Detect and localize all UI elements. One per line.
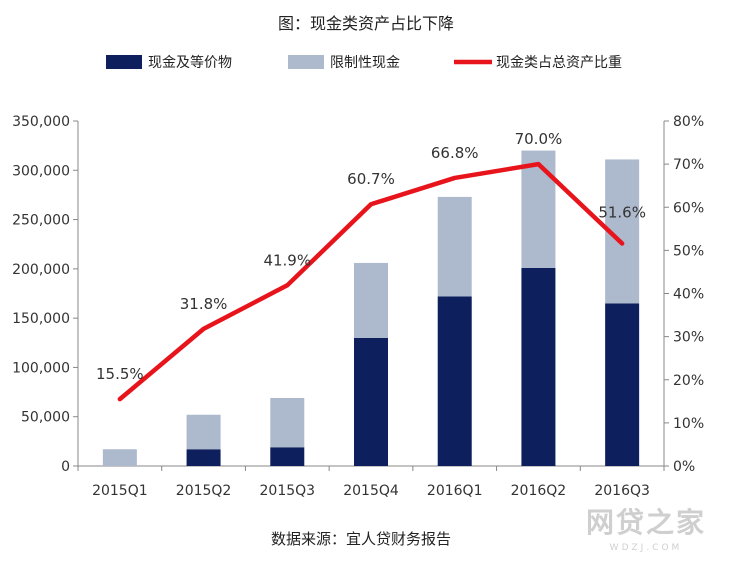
left-tick-label: 350,000 [12,114,70,130]
left-tick-label: 300,000 [12,163,70,179]
right-tick-label: 70% [673,157,704,173]
bars [102,150,640,466]
chart-title: 图：现金类资产占比下降 [278,14,454,33]
ratio-data-label: 15.5% [96,365,144,383]
x-tick-label: 2016Q1 [427,483,483,499]
right-tick-label: 30% [673,330,704,346]
right-tick-label: 40% [673,287,704,303]
cash-bar [521,267,556,466]
restricted-cash-bar [102,449,137,466]
restricted-cash-bar [186,414,221,450]
cash-bar [437,296,472,466]
right-tick-label: 50% [673,243,704,259]
watermark-sub: WDZJ.COM [610,543,683,553]
ratio-data-label: 60.7% [347,170,395,188]
ratio-data-label: 51.6% [598,203,646,221]
restricted-cash-bar [270,397,305,448]
left-tick-label: 200,000 [12,262,70,278]
left-tick-label: 50,000 [21,410,70,426]
legend-restricted-cash-label: 限制性现金 [330,55,400,71]
restricted-cash-bar [437,196,472,297]
right-tick-label: 80% [673,114,704,130]
legend-cash-swatch [106,55,142,69]
watermark-main: 网贷之家 [586,506,706,539]
cash-bar [354,337,388,466]
right-axis-ticks: 0% 10% 20% 30% 40% 50% 60% 70% 80% [664,114,704,475]
x-tick-label: 2015Q2 [176,483,232,499]
legend: 现金及等价物 限制性现金 现金类占总资产比重 [106,54,622,71]
ratio-line [117,161,625,402]
left-axis-ticks: 0 50,000 100,000 150,000 200,000 250,000 300,0… [12,114,78,475]
legend-restricted-cash-swatch [288,55,324,69]
ratio-data-label: 41.9% [263,251,311,269]
data-labels: 15.5% 31.8% 41.9% 60.7% 66.8% 70.0% 51.6% [96,130,646,383]
source-note: 数据来源：宜人贷财务报告 [271,530,451,548]
x-tick-label: 2015Q3 [260,483,316,499]
cash-bar [605,303,640,466]
legend-cash-label: 现金及等价物 [148,54,232,71]
x-tick-label: 2016Q3 [594,483,650,499]
cash-bar [270,447,305,466]
left-tick-label: 150,000 [12,311,70,327]
ratio-line-path [117,161,625,402]
ratio-data-label: 70.0% [515,130,563,148]
x-tick-label: 2015Q4 [343,483,399,499]
cash-bar [186,449,221,466]
right-tick-label: 60% [673,200,704,216]
ratio-data-label: 66.8% [431,144,479,162]
x-tick-label: 2015Q1 [92,483,148,499]
legend-ratio-label: 现金类占总资产比重 [496,55,622,71]
watermark-logo: 网贷之家 WDZJ.COM [586,506,706,553]
left-tick-label: 250,000 [12,213,70,229]
right-tick-label: 0% [673,459,695,475]
restricted-cash-bar [521,150,556,268]
x-axis-ticks: 2015Q1 2015Q2 2015Q3 2015Q4 2016Q1 2016Q2 2016… [77,466,665,499]
right-tick-label: 10% [673,416,704,432]
ratio-data-label: 31.8% [180,295,228,313]
left-tick-label: 100,000 [12,360,70,376]
right-tick-label: 20% [673,373,704,389]
left-tick-label: 0 [61,459,70,475]
restricted-cash-bar [354,262,388,338]
x-tick-label: 2016Q2 [511,483,567,499]
